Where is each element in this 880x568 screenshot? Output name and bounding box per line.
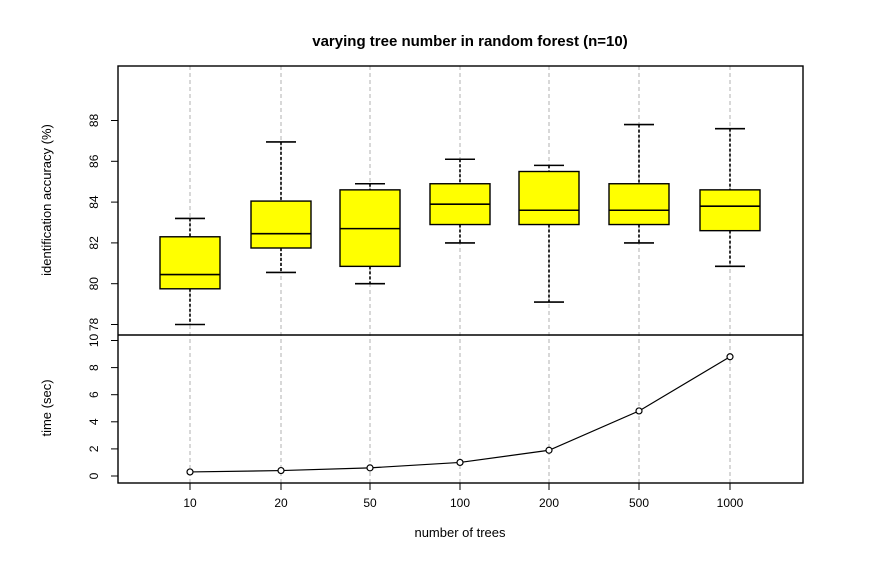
box-500 (608, 123, 670, 244)
x-tick-label-20: 20 (274, 496, 288, 510)
x-tick-label-1000: 1000 (717, 496, 744, 510)
x-tick-label-50: 50 (363, 496, 377, 510)
y-tick-label-time-8: 8 (87, 364, 101, 371)
time-point-500 (635, 407, 643, 415)
y-tick-label-accuracy-82: 82 (87, 236, 101, 250)
y-axis-label-accuracy: identification accuracy (%) (39, 124, 54, 276)
time-point-50 (366, 464, 374, 472)
time-point-1000 (726, 353, 734, 361)
y-tick-label-accuracy-86: 86 (87, 154, 101, 168)
box-body (699, 189, 761, 232)
box-body (159, 236, 221, 290)
box-body (608, 183, 670, 226)
box-body (518, 170, 580, 226)
box-20 (250, 141, 312, 274)
box-1000 (699, 127, 761, 268)
box-50 (339, 182, 401, 285)
x-axis-label: number of trees (414, 525, 506, 540)
time-point-100 (456, 458, 464, 467)
y-tick-label-accuracy-88: 88 (87, 114, 101, 128)
x-tick-label-10: 10 (183, 496, 197, 510)
time-point-200 (545, 446, 553, 454)
y-tick-label-accuracy-84: 84 (87, 195, 101, 209)
box-10 (159, 217, 221, 326)
y-tick-label-time-10: 10 (87, 334, 101, 348)
y-tick-label-time-6: 6 (87, 391, 101, 398)
box-100 (429, 158, 491, 244)
y-axis-label-time: time (sec) (39, 379, 54, 436)
y-tick-label-time-0: 0 (87, 472, 101, 479)
plot-area: 78 80 82 84 86 88 0 2 4 6 8 10 10 20 50 100 200 500 1000 (87, 65, 804, 510)
plot-frame (117, 65, 804, 484)
box-body (250, 200, 312, 249)
chart-title: varying tree number in random forest (n=… (312, 33, 628, 50)
y-tick-label-time-2: 2 (87, 445, 101, 452)
x-tick-label-100: 100 (450, 496, 470, 510)
y-tick-label-accuracy-78: 78 (87, 318, 101, 332)
y-tick-label-accuracy-80: 80 (87, 277, 101, 291)
y-tick-label-time-4: 4 (87, 418, 101, 425)
time-point-10 (186, 468, 194, 476)
x-tick-label-500: 500 (629, 496, 649, 510)
x-tick-label-200: 200 (539, 496, 559, 510)
time-point-20 (277, 466, 285, 475)
box-200 (518, 164, 580, 303)
